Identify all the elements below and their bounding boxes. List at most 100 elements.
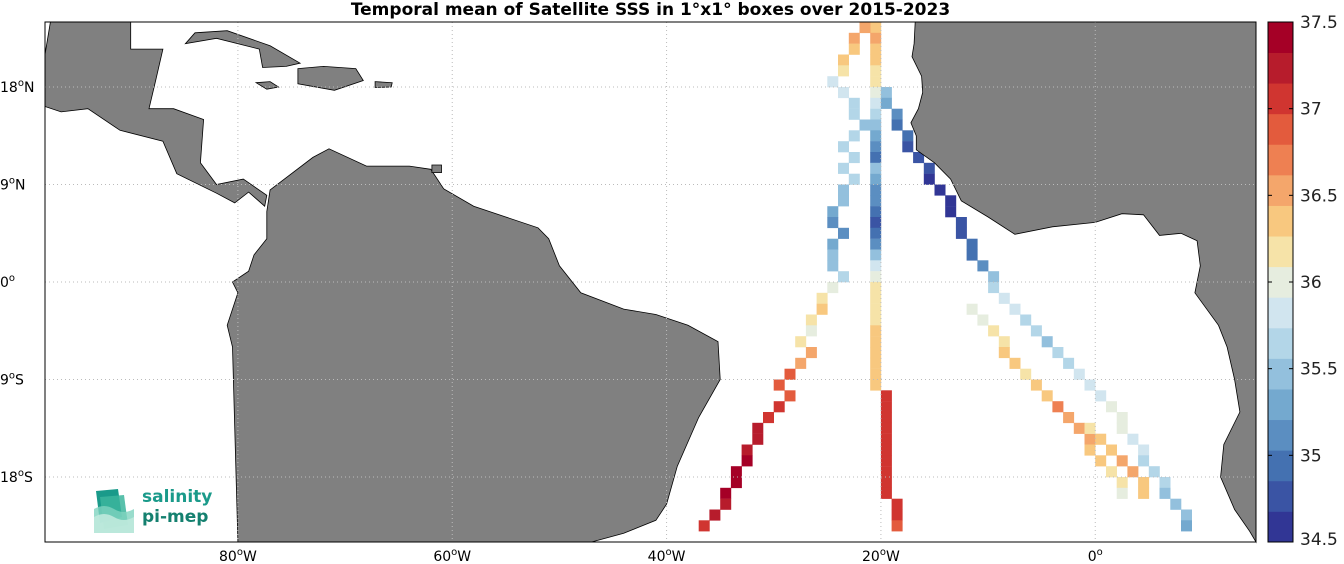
sss-cell-track-2 bbox=[838, 65, 849, 77]
sss-cell-track-3 bbox=[1138, 444, 1150, 456]
sss-cell-track-4 bbox=[1009, 357, 1021, 369]
colorbar-tick-label: 36.5 bbox=[1300, 186, 1338, 206]
sss-cell-track-3 bbox=[955, 217, 967, 229]
sss-cell-track-1 bbox=[870, 238, 882, 250]
colorbar-tick-label: 37.5 bbox=[1300, 13, 1338, 33]
sss-cell-track-3 bbox=[1148, 466, 1160, 478]
sss-cell-track-3 bbox=[1020, 314, 1032, 326]
sss-cell-track-3 bbox=[880, 97, 892, 109]
colorbar-segment bbox=[1268, 83, 1293, 115]
sss-cell-track-1 bbox=[870, 87, 882, 99]
sss-cell-track-1 bbox=[870, 195, 882, 207]
sss-cell-track-2 bbox=[805, 314, 817, 326]
sss-cell-track-2 bbox=[709, 509, 721, 521]
sss-cell-track-3 bbox=[923, 173, 935, 185]
sss-cell-track-3 bbox=[1159, 477, 1171, 489]
sss-cell-track-1 bbox=[870, 184, 882, 196]
sss-cell-track-3 bbox=[1095, 390, 1107, 402]
sss-cell-track-2 bbox=[859, 119, 871, 131]
sss-cell-track-1 bbox=[870, 206, 882, 218]
sss-cell-track-1 bbox=[880, 433, 892, 445]
sss-cell-track-1 bbox=[870, 357, 882, 369]
land-layer bbox=[44, 21, 1257, 544]
colorbar-segment bbox=[1268, 236, 1293, 268]
sss-cell-track-1 bbox=[870, 173, 882, 185]
logo-text-pi-mep: pi-mep bbox=[142, 507, 209, 527]
sss-cell-track-1 bbox=[870, 336, 882, 348]
sss-cell-track-2 bbox=[848, 32, 860, 44]
sss-cell-track-1 bbox=[870, 32, 882, 44]
colorbar-tick-label: 36 bbox=[1300, 273, 1322, 293]
colorbar-segment bbox=[1268, 174, 1293, 206]
land-central-america-mexico bbox=[44, 21, 268, 207]
colorbar-segment bbox=[1268, 266, 1293, 298]
sss-cell-track-4 bbox=[998, 347, 1010, 359]
sss-cell-track-3 bbox=[923, 162, 935, 174]
sss-cell-track-1 bbox=[870, 43, 882, 55]
sss-cell-track-2 bbox=[795, 336, 807, 348]
sss-cell-track-3 bbox=[1138, 455, 1150, 467]
sss-cell-track-2 bbox=[795, 357, 807, 369]
sss-cell-track-5 bbox=[1095, 433, 1107, 445]
colorbar-segment bbox=[1268, 327, 1293, 359]
sss-cell-track-2 bbox=[827, 76, 839, 88]
lon-tick-label: 0o bbox=[1088, 547, 1103, 564]
sss-cell-track-1 bbox=[880, 390, 892, 402]
sss-cell-track-3 bbox=[1063, 357, 1075, 369]
sss-cell-track-2 bbox=[730, 466, 742, 478]
sss-cell-track-2 bbox=[720, 487, 732, 499]
sss-cell-track-4 bbox=[1063, 412, 1075, 424]
sss-cell-track-3 bbox=[1041, 336, 1053, 348]
sss-cell-track-2 bbox=[827, 206, 839, 218]
land-cuba bbox=[184, 30, 302, 68]
sss-cell-track-1 bbox=[880, 412, 892, 424]
sss-cell-track-3 bbox=[1116, 422, 1128, 434]
sss-cell-track-1 bbox=[870, 141, 882, 153]
sss-cell-track-1 bbox=[870, 292, 882, 304]
sss-cell-track-3 bbox=[880, 87, 892, 99]
sss-cell-track-5 bbox=[1106, 444, 1117, 456]
sss-cell-track-2 bbox=[763, 412, 774, 424]
sss-cell-track-1 bbox=[880, 487, 892, 499]
sss-cell-track-3 bbox=[1170, 498, 1182, 510]
colorbar-tick-label: 35 bbox=[1300, 446, 1322, 466]
colorbar-segment bbox=[1268, 511, 1293, 543]
sss-cell-track-1 bbox=[870, 347, 882, 359]
sss-cell-track-1 bbox=[870, 76, 882, 88]
sss-cell-track-2 bbox=[752, 422, 764, 434]
land-hispaniola bbox=[297, 65, 364, 91]
colorbar-segment bbox=[1268, 419, 1293, 451]
sss-cell-track-2 bbox=[838, 141, 849, 153]
sss-cell-track-1 bbox=[870, 314, 882, 326]
sss-cell-track-4 bbox=[966, 303, 978, 315]
sss-cells-layer bbox=[698, 22, 1192, 532]
sss-cell-track-3 bbox=[1084, 379, 1096, 391]
sss-cell-track-2 bbox=[784, 390, 796, 402]
colorbar-segment bbox=[1268, 144, 1293, 176]
colorbar-segment bbox=[1268, 205, 1293, 237]
sss-cell-track-2 bbox=[838, 271, 849, 283]
land-jamaica bbox=[254, 81, 280, 90]
lon-tick-label: 60oW bbox=[433, 547, 471, 564]
sss-cell-track-1 bbox=[891, 509, 903, 521]
sss-cell-track-3 bbox=[1116, 412, 1128, 424]
sss-cell-track-1 bbox=[870, 325, 882, 337]
lat-tick-label: 18oN bbox=[0, 78, 34, 96]
sss-cell-track-2 bbox=[741, 455, 753, 467]
salinity-wave-logo-icon bbox=[94, 489, 134, 533]
sss-cell-track-2 bbox=[838, 87, 849, 99]
sss-cell-track-2 bbox=[848, 43, 860, 55]
sss-cell-track-1 bbox=[880, 422, 892, 434]
sss-cell-track-3 bbox=[913, 152, 925, 164]
sss-cell-track-3 bbox=[955, 227, 967, 239]
colorbar-segment bbox=[1268, 389, 1293, 421]
sss-cell-track-2 bbox=[838, 227, 849, 239]
sss-cell-track-1 bbox=[870, 22, 882, 34]
sss-cell-track-5 bbox=[1138, 487, 1150, 499]
sss-cell-track-2 bbox=[848, 108, 860, 120]
lat-tick-label: 9oN bbox=[0, 176, 26, 194]
sss-cell-track-1 bbox=[870, 260, 882, 272]
land-trinidad bbox=[431, 164, 442, 173]
sss-cell-track-2 bbox=[838, 54, 849, 66]
sss-cell-track-3 bbox=[902, 141, 914, 153]
